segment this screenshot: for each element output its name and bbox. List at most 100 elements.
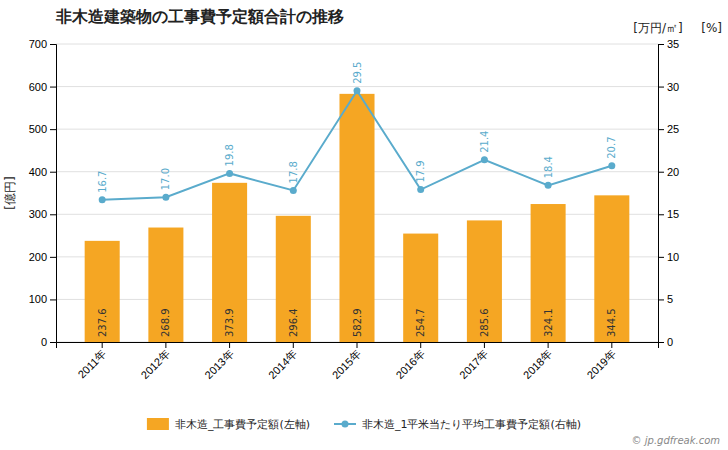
tick-label: 400 (29, 166, 47, 178)
tick-mark (484, 342, 485, 348)
y-tick: 35 (658, 38, 679, 50)
tick-mark (50, 87, 56, 88)
axis-line (50, 45, 57, 343)
tick-mark (658, 299, 664, 300)
y-tick: 10 (658, 251, 679, 263)
y-tick: 700 (29, 38, 56, 50)
x-tick: 2014年 (266, 342, 300, 381)
y-axis: 0 100 200 300 400 500 600 700 (29, 38, 57, 348)
x-axis: 2011年2012年2013年2014年2015年2016年2017年2018年… (57, 342, 659, 381)
axis-line (57, 343, 659, 349)
tick-mark (50, 129, 56, 130)
marker (608, 162, 615, 169)
data-label: 29.5 (352, 62, 363, 84)
bar (148, 228, 183, 342)
tick-mark (293, 342, 294, 348)
tick-label: 2012年 (139, 348, 173, 382)
tick-mark (658, 342, 664, 343)
tick-mark (658, 214, 664, 215)
y-tick: 200 (29, 251, 56, 263)
data-label: 20.7 (606, 136, 617, 158)
annotation: [%] (701, 21, 722, 35)
y-tick: 15 (658, 208, 679, 220)
y-tick: 0 (41, 336, 56, 348)
data-label: 17.0 (160, 168, 171, 190)
tick-label: 200 (29, 251, 47, 263)
data-label: 21.4 (479, 131, 490, 153)
tick-label: 25 (667, 123, 679, 135)
marks (85, 87, 630, 342)
bar (212, 183, 247, 342)
tick-mark (50, 44, 56, 45)
tick-mark (229, 342, 230, 348)
legend-item: 非木造_1平米当たり平均工事費予定額(右軸) (334, 418, 581, 431)
bar (85, 241, 120, 342)
data-labels: 237.6268.9373.9296.4582.9254.7285.6324.1… (97, 62, 618, 337)
tick-mark (357, 342, 358, 348)
marker (545, 182, 552, 189)
y-tick: 30 (658, 81, 679, 93)
y-tick: 500 (29, 123, 56, 135)
y-tick: 400 (29, 166, 56, 178)
bar (594, 195, 629, 342)
tick-label: 2011年 (75, 348, 108, 381)
plot: 237.6268.9373.9296.4582.9254.7285.6324.1… (29, 38, 680, 381)
tick-mark (50, 257, 56, 258)
chart: 237.6268.9373.9296.4582.9254.7285.6324.1… (0, 0, 728, 450)
y-tick: 300 (29, 208, 56, 220)
x-tick: 2019年 (584, 342, 618, 381)
data-label: 237.6 (97, 308, 108, 337)
bar (276, 216, 311, 342)
grid-line (56, 86, 658, 87)
tick-label: 2015年 (330, 348, 364, 382)
y-tick: 25 (658, 123, 679, 135)
line (102, 91, 612, 200)
axis-line (659, 45, 665, 343)
data-label: 17.8 (288, 161, 299, 183)
tick-label: 2014年 (266, 348, 300, 382)
y2-axis-label: [万円/㎡] (633, 21, 682, 35)
tick-mark (658, 129, 664, 130)
y2-axis: 0 5 10 15 20 25 30 35 (658, 38, 679, 348)
tick-label: 100 (29, 293, 47, 305)
bar (467, 220, 502, 342)
marker (417, 186, 424, 193)
bar (531, 204, 566, 342)
y-tick: 5 (658, 293, 673, 305)
tick-mark (658, 172, 664, 173)
tick-mark (50, 214, 56, 215)
data-label: 285.6 (479, 308, 490, 337)
tick-mark (420, 342, 421, 348)
marker (162, 194, 169, 201)
tick-mark (611, 342, 612, 348)
data-label: 344.5 (606, 308, 617, 337)
legend-swatch (147, 418, 169, 430)
tick-label: 2013年 (202, 348, 236, 382)
x-tick: 2012年 (139, 342, 173, 381)
legend-item: 非木造_工事費予定額(左軸) (147, 418, 310, 431)
grid (56, 44, 658, 342)
data-label: 373.9 (224, 308, 235, 337)
x-tick: 2017年 (457, 342, 491, 381)
tick-mark (658, 257, 664, 258)
tick-label: 2017年 (457, 348, 491, 382)
data-label: 18.4 (543, 156, 554, 178)
marker (290, 187, 297, 194)
data-label: 254.7 (415, 308, 426, 337)
data-label: 268.9 (160, 308, 171, 337)
tick-label: 20 (667, 166, 679, 178)
tick-label: 30 (667, 81, 679, 93)
tick-label: 0 (41, 336, 47, 348)
marker (226, 170, 233, 177)
data-label: 582.9 (352, 308, 363, 337)
x-tick: 2013年 (202, 342, 236, 381)
tick-label: 5 (667, 293, 673, 305)
bar (339, 94, 374, 342)
y-tick: 600 (29, 81, 56, 93)
legend-label: 非木造_1平米当たり平均工事費予定額(右軸) (362, 418, 581, 431)
tick-label: 700 (29, 38, 47, 50)
y-tick: 0 (658, 336, 673, 348)
x-tick: 2011年 (75, 342, 108, 381)
data-label: 16.7 (97, 171, 108, 193)
data-label: 296.4 (288, 308, 299, 337)
